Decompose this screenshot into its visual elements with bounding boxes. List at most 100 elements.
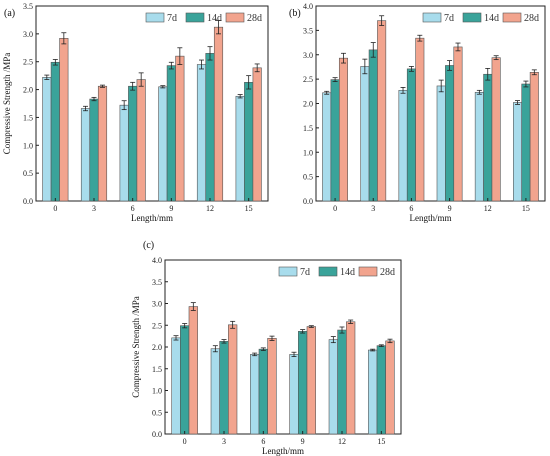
x-axis-label: Length/mm bbox=[262, 446, 304, 456]
bar-14d-15 bbox=[244, 82, 254, 202]
y-tick-label: 2.5 bbox=[23, 58, 33, 67]
bar-14d-0 bbox=[50, 61, 60, 202]
x-axis-label: Length/mm bbox=[131, 213, 173, 223]
legend-label-28d: 28d bbox=[247, 13, 262, 24]
y-tick-label: 3.5 bbox=[23, 2, 33, 11]
y-tick-label: 2.0 bbox=[23, 86, 33, 95]
bar-7d-15 bbox=[513, 102, 523, 202]
x-axis-label: Length/mm bbox=[410, 213, 452, 223]
bar-14d-12 bbox=[205, 53, 215, 202]
legend-label-7d: 7d bbox=[167, 13, 177, 24]
bar-28d-3 bbox=[377, 20, 387, 202]
bar-7d-3 bbox=[80, 108, 91, 202]
panel-label: (a) bbox=[4, 8, 15, 19]
y-tick-label: 4.0 bbox=[303, 2, 313, 11]
x-tick-label: 6 bbox=[131, 204, 135, 213]
y-tick-label: 0.0 bbox=[23, 197, 33, 206]
bar-28d-6 bbox=[267, 337, 277, 435]
chart-panel-b: 0.0 0.5 1.0 1.5 2.0 2.5 3.0 3.5 4.0 0 3 6 9 12 15 Lengt… bbox=[289, 2, 546, 223]
bar-7d-0 bbox=[171, 337, 181, 435]
legend-swatch-28d bbox=[358, 266, 378, 277]
bar-28d-12 bbox=[213, 26, 224, 202]
bar-7d-6 bbox=[398, 90, 408, 202]
legend-swatch-28d bbox=[502, 12, 522, 23]
bar-28d-15 bbox=[252, 67, 262, 202]
x-tick-label: 3 bbox=[92, 204, 96, 213]
bar-7d-15 bbox=[235, 95, 245, 202]
y-tick-label: 1.0 bbox=[23, 141, 33, 150]
plot-frame bbox=[35, 5, 269, 202]
legend-swatch-14d bbox=[185, 12, 205, 23]
bar-7d-9 bbox=[158, 86, 168, 202]
bar-28d-9 bbox=[453, 46, 463, 202]
legend-label-28d: 28d bbox=[524, 13, 539, 24]
bar-14d-0 bbox=[330, 79, 340, 202]
bar-7d-0 bbox=[322, 92, 332, 202]
panel-label: (c) bbox=[143, 240, 154, 251]
y-tick-label: 0.0 bbox=[152, 430, 162, 439]
y-tick-label: 2.5 bbox=[303, 75, 313, 84]
bar-14d-12 bbox=[483, 73, 493, 202]
legend-label-14d: 14d bbox=[484, 13, 499, 24]
y-tick-label: 0.0 bbox=[303, 197, 313, 206]
x-tick-label: 9 bbox=[301, 437, 305, 446]
bar-28d-0 bbox=[188, 306, 198, 435]
y-tick-label: 4.0 bbox=[152, 256, 162, 265]
bar-28d-3 bbox=[97, 85, 108, 202]
bar-14d-6 bbox=[128, 85, 138, 202]
bar-14d-0 bbox=[180, 325, 190, 435]
y-tick-label: 1.0 bbox=[303, 148, 313, 157]
bar-28d-12 bbox=[346, 321, 356, 435]
y-tick-label: 1.5 bbox=[152, 365, 162, 374]
bar-28d-9 bbox=[175, 55, 185, 202]
bar-7d-12 bbox=[328, 339, 338, 435]
legend-swatch-7d bbox=[422, 12, 442, 23]
y-tick-label: 2.0 bbox=[152, 343, 162, 352]
bar-7d-9 bbox=[289, 354, 299, 435]
bar-7d-9 bbox=[436, 85, 446, 202]
bar-28d-15 bbox=[385, 340, 395, 435]
bar-28d-0 bbox=[338, 57, 348, 202]
x-tick-label: 12 bbox=[338, 437, 346, 446]
x-tick-label: 12 bbox=[206, 204, 214, 213]
x-tick-label: 12 bbox=[484, 204, 492, 213]
bar-7d-6 bbox=[250, 354, 260, 435]
legend-label-7d: 7d bbox=[444, 13, 454, 24]
x-tick-label: 15 bbox=[245, 204, 253, 213]
x-tick-label: 15 bbox=[377, 437, 385, 446]
bar-7d-0 bbox=[42, 77, 52, 202]
y-tick-label: 0.5 bbox=[23, 169, 33, 178]
y-tick-label: 1.5 bbox=[303, 124, 313, 133]
chart-panel-c: 0.0 0.5 1.0 1.5 2.0 2.5 3.0 3.5 4.0 0 3 6 9 12 15 Lengt… bbox=[131, 240, 402, 456]
legend-swatch-14d bbox=[318, 266, 338, 277]
bar-14d-12 bbox=[337, 329, 347, 435]
y-tick-label: 3.5 bbox=[303, 26, 313, 35]
bar-7d-12 bbox=[196, 64, 207, 202]
bar-14d-3 bbox=[219, 341, 229, 435]
panel-label: (b) bbox=[289, 8, 301, 19]
bar-14d-9 bbox=[445, 65, 455, 202]
y-tick-label: 2.5 bbox=[152, 321, 162, 330]
plot-frame bbox=[315, 5, 546, 202]
y-tick-label: 3.0 bbox=[152, 300, 162, 309]
x-tick-label: 0 bbox=[333, 204, 337, 213]
y-axis-label: Compressive Strength /MPa bbox=[131, 296, 141, 398]
bar-14d-9 bbox=[166, 65, 176, 202]
legend-label-7d: 7d bbox=[300, 267, 310, 278]
legend-swatch-7d bbox=[145, 12, 165, 23]
bar-7d-15 bbox=[368, 349, 378, 435]
x-tick-label: 9 bbox=[448, 204, 452, 213]
x-tick-label: 0 bbox=[183, 437, 187, 446]
x-tick-label: 6 bbox=[409, 204, 413, 213]
bar-14d-9 bbox=[298, 331, 308, 435]
legend-swatch-14d bbox=[462, 12, 482, 23]
y-tick-label: 0.5 bbox=[152, 408, 162, 417]
bar-14d-3 bbox=[368, 49, 378, 202]
bar-14d-3 bbox=[89, 98, 99, 202]
bar-7d-3 bbox=[360, 66, 370, 202]
x-tick-label: 6 bbox=[261, 437, 265, 446]
y-tick-label: 3.0 bbox=[303, 51, 313, 60]
bar-28d-6 bbox=[415, 37, 425, 202]
plot-frame bbox=[164, 259, 402, 435]
